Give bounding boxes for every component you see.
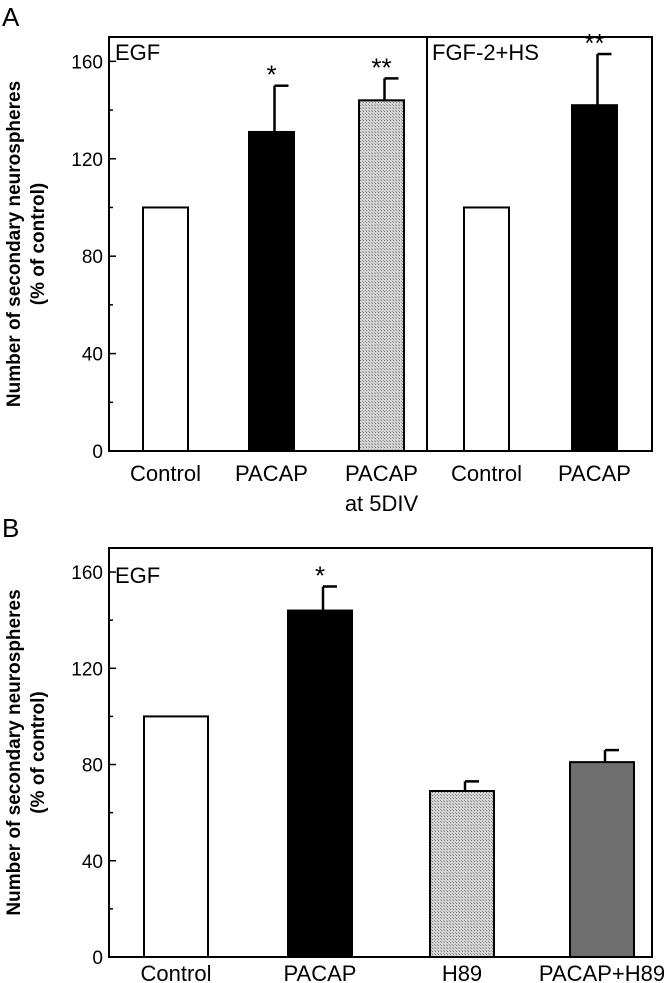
significance-marker: *	[315, 560, 325, 590]
category-label-line: H89	[442, 961, 482, 983]
condition-label: EGF	[115, 40, 160, 65]
condition-label: FGF-2+HS	[432, 40, 539, 65]
y-tick-label: 80	[82, 247, 103, 268]
category-label: PACAP at 5DIV	[345, 461, 419, 516]
significance-marker: **	[371, 52, 391, 82]
category-label: PACAP	[284, 961, 357, 983]
bar	[287, 609, 353, 958]
category-label: Control	[451, 461, 522, 486]
y-axis-label: Number of secondary neurospheres	[4, 589, 25, 915]
y-axis-label: Number of secondary neurospheres	[4, 81, 25, 407]
y-tick-label: 0	[92, 948, 103, 969]
panel-letter: A	[2, 2, 20, 32]
y-tick-label: 160	[71, 52, 103, 73]
y-tick-label: 40	[82, 345, 103, 366]
panel-letter: B	[2, 513, 19, 543]
category-label: Control	[141, 961, 212, 983]
category-label: Control	[130, 461, 201, 486]
bar	[571, 104, 618, 452]
bar	[143, 715, 209, 958]
category-label-line: PACAP	[235, 461, 308, 486]
category-label-line: Control	[130, 461, 201, 486]
y-tick-label: 160	[71, 563, 103, 584]
y-tick-label: 120	[71, 150, 103, 171]
y-tick-label: 80	[82, 756, 103, 777]
bar	[463, 206, 510, 452]
y-tick-label: 120	[71, 659, 103, 680]
condition-label: EGF	[115, 563, 160, 588]
bar	[142, 206, 189, 452]
y-tick-label: 40	[82, 852, 103, 873]
panel-a: A Number of secondary neurospheres (% of c…	[2, 2, 653, 516]
bar	[569, 761, 635, 958]
category-label: PACAP	[235, 461, 308, 486]
bar	[429, 789, 495, 959]
category-label: PACAP+H89	[539, 961, 665, 983]
y-axis-unit-label: (% of control)	[28, 183, 49, 305]
y-axis-unit-label: (% of control)	[28, 691, 49, 813]
category-label-line: PACAP+H89	[539, 961, 665, 983]
category-label: H89	[442, 961, 482, 983]
y-tick-label: 0	[92, 442, 103, 463]
significance-marker: **	[584, 28, 604, 58]
bar	[358, 99, 405, 452]
bar	[248, 130, 295, 452]
significance-marker: *	[266, 60, 276, 90]
category-label: PACAP	[558, 461, 631, 486]
panel-b: B Number of secondary neurospheres (% of c…	[2, 513, 665, 983]
plot-frame	[108, 547, 653, 958]
category-label-line: PACAP	[284, 961, 357, 983]
category-label-line: Control	[141, 961, 212, 983]
category-label-line: at 5DIV	[345, 491, 419, 516]
category-label-line: PACAP	[345, 461, 418, 486]
category-label-line: Control	[451, 461, 522, 486]
category-label-line: PACAP	[558, 461, 631, 486]
